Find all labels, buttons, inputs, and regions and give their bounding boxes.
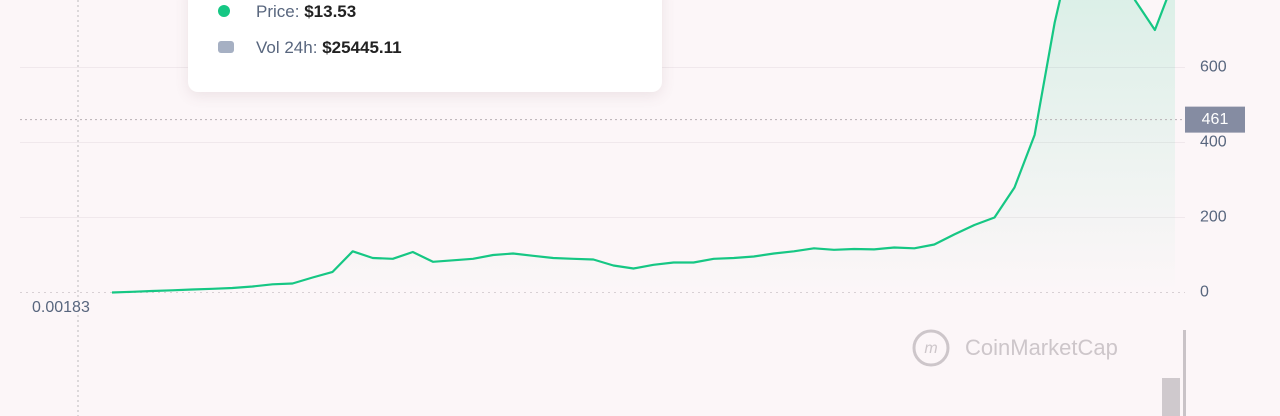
price-line: [111, 0, 1168, 294]
y-tick-label: 400: [1200, 134, 1227, 151]
y-tick-label: 600: [1200, 59, 1227, 76]
watermark-text: CoinMarketCap: [965, 335, 1118, 360]
min-label: 0.00183: [32, 299, 90, 316]
price-value: $13.53: [304, 2, 357, 21]
scroll-thumb: [1162, 378, 1180, 416]
volume-icon: [218, 41, 234, 53]
volume-row: Vol 24h: $25445.11: [218, 38, 402, 58]
plot: [111, 0, 1175, 294]
volume-label: Vol 24h:: [256, 38, 318, 57]
price-row: Price: $13.53: [218, 2, 356, 22]
price-dot: [218, 5, 230, 17]
scroll-track: [1183, 330, 1186, 416]
current-price-tag: [1185, 106, 1245, 133]
y-tick-label: 200: [1200, 209, 1227, 226]
area: [112, 0, 1175, 293]
watermark: m CoinMarketCap: [912, 329, 1118, 367]
price-label: Price:: [256, 2, 300, 21]
y-tick-label: 0: [1200, 284, 1209, 301]
volume-value: $25445.11: [322, 38, 402, 57]
tooltip: Price: $13.53 Vol 24h: $25445.11: [188, 0, 662, 92]
current-price-label: 461: [1202, 111, 1229, 128]
svg-text:m: m: [924, 340, 937, 357]
